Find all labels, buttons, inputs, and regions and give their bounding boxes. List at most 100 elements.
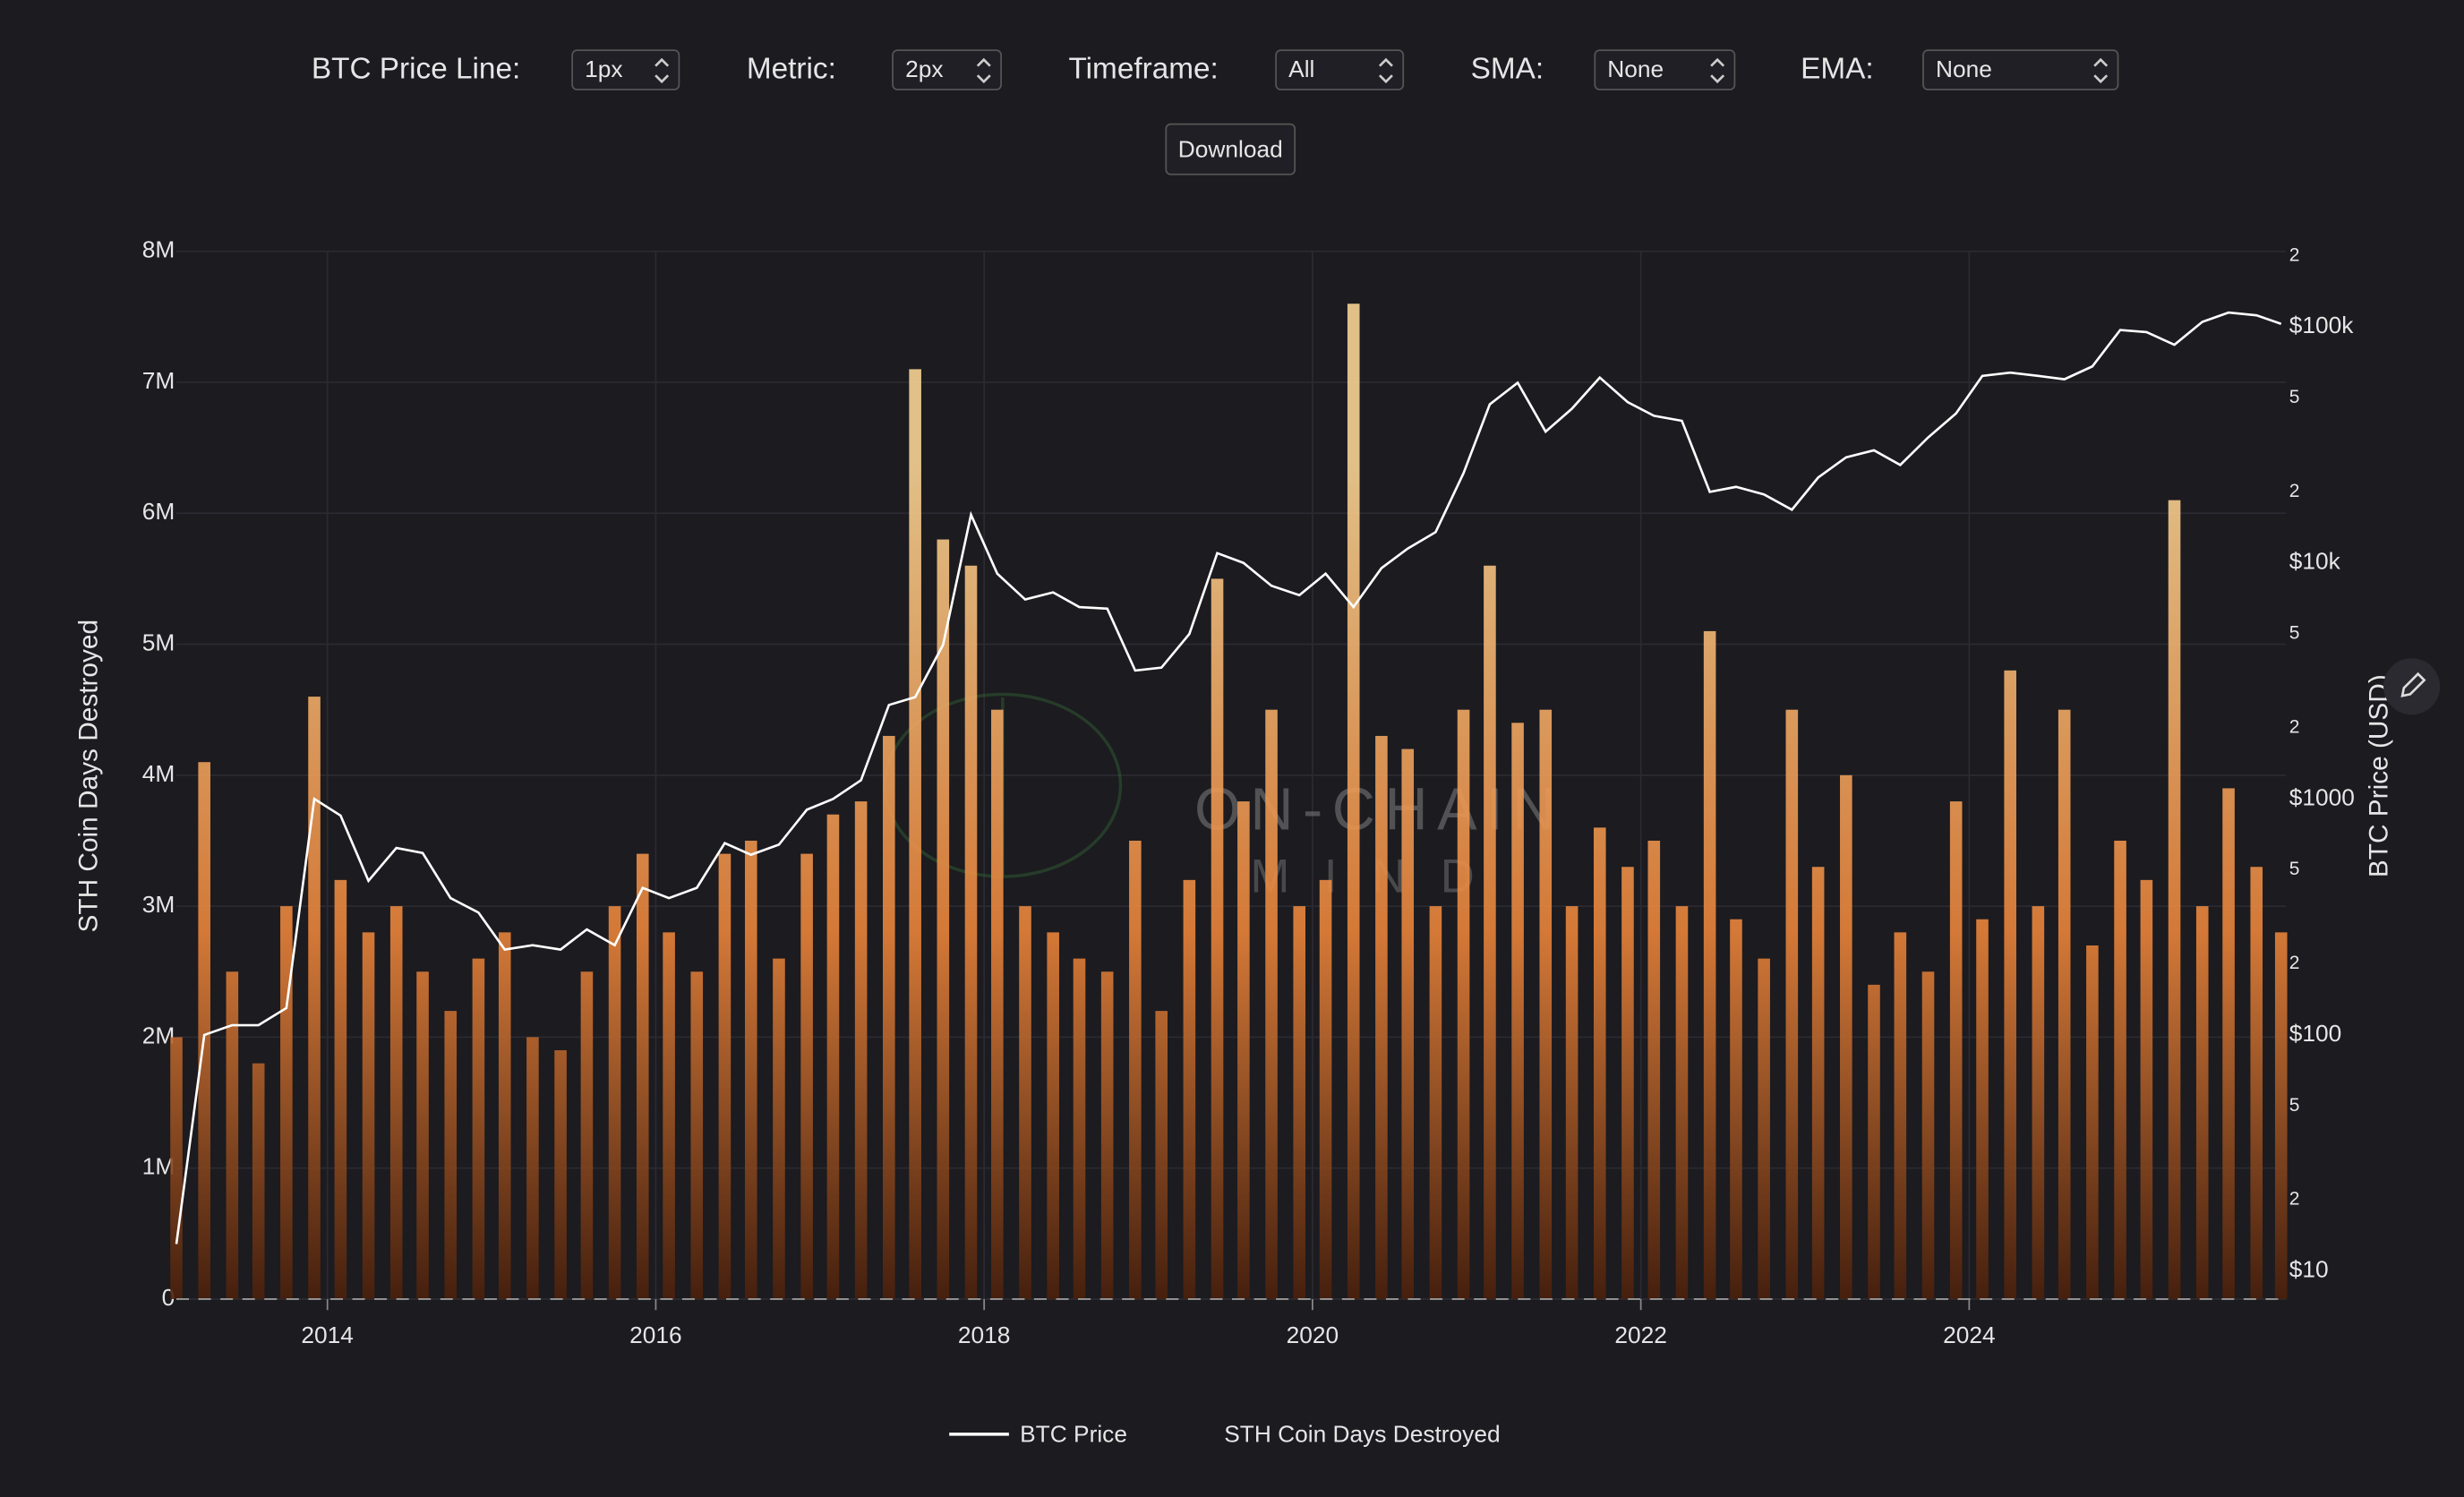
bar <box>1237 801 1250 1299</box>
bar <box>226 971 239 1299</box>
bar <box>1894 932 1907 1299</box>
download-button[interactable] <box>1165 123 1296 175</box>
y-tick-label: 8M <box>142 236 175 263</box>
y2-tick-label: 5 <box>2289 1095 2300 1116</box>
bar <box>1457 709 1470 1299</box>
y-tick-label: 4M <box>142 760 175 787</box>
bar <box>2168 500 2181 1299</box>
y2-tick-label: 2 <box>2289 481 2300 501</box>
x-tick-label: 2020 <box>1287 1322 1339 1348</box>
select-value[interactable]: None <box>1607 56 1664 82</box>
y-tick-label: 3M <box>142 891 175 918</box>
legend-label: BTC Price <box>1020 1421 1127 1448</box>
control-label: EMA: <box>1801 53 1873 86</box>
bar <box>1183 879 1196 1299</box>
x-tick-label: 2016 <box>629 1322 682 1348</box>
y2-tick-label: 2 <box>2289 1189 2300 1210</box>
bar <box>1647 840 1661 1299</box>
bar <box>1565 906 1578 1299</box>
x-tick-label: 2014 <box>301 1322 354 1348</box>
bar <box>883 735 895 1299</box>
bar <box>2250 867 2263 1299</box>
select[interactable] <box>892 49 1002 90</box>
bar <box>1785 709 1799 1299</box>
select-value[interactable]: All <box>1288 56 1314 82</box>
y2-tick-label: 2 <box>2289 244 2300 265</box>
y-tick-label: 1M <box>142 1153 175 1180</box>
bar <box>1211 578 1224 1299</box>
x-tick-label: 2024 <box>1943 1322 1996 1348</box>
legend-label: STH Coin Days Destroyed <box>1224 1421 1500 1448</box>
bar <box>2274 932 2288 1299</box>
bar <box>663 932 675 1299</box>
bar <box>444 1011 458 1299</box>
y2-tick-label: 2 <box>2289 717 2300 738</box>
select-value[interactable]: 2px <box>905 56 943 82</box>
bar <box>2004 670 2016 1299</box>
bar <box>252 1063 265 1299</box>
y2-tick-label: 5 <box>2289 387 2300 407</box>
download-label[interactable]: Download <box>1178 135 1283 162</box>
bar <box>826 814 840 1299</box>
select[interactable] <box>1594 49 1736 90</box>
select[interactable] <box>1922 49 2119 90</box>
bar <box>1511 723 1524 1299</box>
y2-tick-label: $10k <box>2289 548 2341 575</box>
y-tick-label: 5M <box>142 629 175 656</box>
bar <box>1976 919 1989 1299</box>
bar <box>854 801 868 1299</box>
bar <box>636 853 649 1299</box>
y2-tick-label: $1000 <box>2289 783 2355 810</box>
bar <box>1401 748 1415 1299</box>
select-value[interactable]: None <box>1936 56 1992 82</box>
bar <box>526 1037 539 1299</box>
bar <box>773 958 785 1299</box>
select[interactable] <box>1275 49 1405 90</box>
select[interactable] <box>571 49 680 90</box>
bar <box>170 1037 183 1299</box>
bar <box>389 906 403 1299</box>
select-value[interactable]: 1px <box>585 56 622 82</box>
y2-tick-label: 5 <box>2289 859 2300 879</box>
bar <box>1539 709 1553 1299</box>
control-label: Metric: <box>747 53 836 86</box>
bar <box>1019 906 1031 1299</box>
bar <box>1758 958 1770 1299</box>
select-arrow <box>1710 57 1725 84</box>
bar <box>580 971 594 1299</box>
bar <box>1811 867 1825 1299</box>
bar <box>1949 801 1963 1299</box>
bar <box>718 853 732 1299</box>
y2-tick-label: 2 <box>2289 953 2300 973</box>
bar <box>1155 1011 1168 1299</box>
bar <box>2086 945 2099 1299</box>
bar <box>472 958 485 1299</box>
control-label: Timeframe: <box>1069 53 1219 86</box>
x-tick-label: 2018 <box>958 1322 1011 1348</box>
bar <box>1265 709 1278 1299</box>
bar <box>964 565 978 1299</box>
select-arrow <box>1378 57 1393 84</box>
bar <box>1921 971 1935 1299</box>
bar <box>1868 984 1880 1299</box>
bar <box>1073 958 1086 1299</box>
bar <box>1375 735 1388 1299</box>
bar <box>1593 827 1606 1299</box>
bar <box>198 762 210 1299</box>
bar <box>498 932 511 1299</box>
bar <box>1840 774 1852 1299</box>
bar <box>554 1050 567 1299</box>
bar <box>2032 906 2045 1299</box>
y2-axis-label: BTC Price (USD) <box>2364 674 2393 877</box>
edit-button[interactable] <box>2383 658 2441 715</box>
bar <box>1293 906 1306 1299</box>
y-tick-label: 2M <box>142 1022 175 1048</box>
bar <box>2058 709 2071 1299</box>
bar <box>280 906 293 1299</box>
bar <box>1347 304 1360 1299</box>
bar <box>308 697 321 1299</box>
control-label: SMA: <box>1471 53 1544 86</box>
